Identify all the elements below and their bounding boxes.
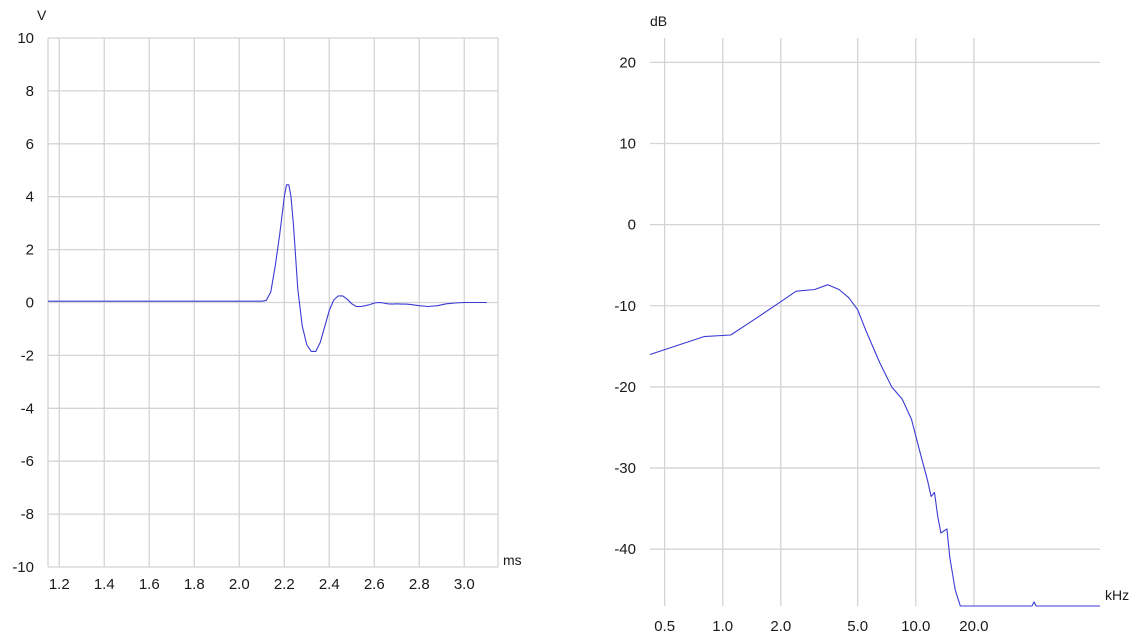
time-y-tick-label: 4 xyxy=(26,189,34,206)
time-x-tick-label: 2.2 xyxy=(274,576,295,593)
time-domain-chart: 10 8 6 4 2 0 -2 -4 -6 -8 -10 1.2 1.4 1.6 1.8 2.0 2.2 2.4… xyxy=(12,7,521,593)
time-x-tick-label: 1.8 xyxy=(184,576,205,593)
time-x-tick-label: 2.4 xyxy=(319,576,340,593)
time-y-tick-label: -10 xyxy=(12,559,34,576)
time-x-tick-label: 1.4 xyxy=(94,576,115,593)
time-x-tick-label: 1.2 xyxy=(49,576,70,593)
time-y-tick-label: 0 xyxy=(26,295,34,312)
freq-y-tick-label: -40 xyxy=(614,541,636,558)
time-y-tick-label: -2 xyxy=(21,347,34,364)
freq-y-tick-label: -30 xyxy=(614,460,636,477)
time-y-tick-labels: 10 8 6 4 2 0 -2 -4 -6 -8 -10 xyxy=(12,30,34,576)
time-signal-line xyxy=(48,184,487,352)
time-x-tick-label: 1.6 xyxy=(139,576,160,593)
time-x-tick-label: 2.6 xyxy=(364,576,385,593)
freq-x-tick-label: 0.5 xyxy=(654,618,675,635)
frequency-x-tick-labels: 0.5 1.0 2.0 5.0 10.0 20.0 xyxy=(654,618,988,635)
freq-y-tick-label: 10 xyxy=(619,135,636,152)
time-y-tick-label: 10 xyxy=(17,30,34,47)
freq-x-tick-label: 2.0 xyxy=(770,618,791,635)
time-x-tick-label: 2.8 xyxy=(409,576,430,593)
time-y-tick-label: -6 xyxy=(21,453,34,470)
time-y-tick-label: -8 xyxy=(21,506,34,523)
freq-y-tick-label: 0 xyxy=(628,217,636,234)
frequency-y-tick-labels: 20 10 0 -10 -20 -30 -40 xyxy=(614,54,636,558)
time-y-axis-unit: V xyxy=(37,7,47,23)
time-y-tick-label: 6 xyxy=(26,136,34,153)
time-y-tick-label: 2 xyxy=(26,242,34,259)
time-x-tick-label: 3.0 xyxy=(454,576,475,593)
time-y-tick-label: 8 xyxy=(26,83,34,100)
frequency-y-axis-unit: dB xyxy=(650,13,667,29)
freq-x-tick-label: 10.0 xyxy=(901,618,930,635)
freq-x-tick-label: 20.0 xyxy=(959,618,988,635)
time-y-tick-label: -4 xyxy=(21,400,34,417)
frequency-response-chart: 20 10 0 -10 -20 -30 -40 0.5 1.0 2.0 5.0 10.0 20.0 d… xyxy=(614,13,1129,635)
freq-y-tick-label: -20 xyxy=(614,379,636,396)
frequency-response-line xyxy=(649,284,1100,607)
time-grid xyxy=(47,37,499,568)
frequency-grid xyxy=(650,38,1100,606)
time-x-axis-unit: ms xyxy=(503,552,522,568)
time-x-tick-label: 2.0 xyxy=(229,576,250,593)
freq-x-tick-label: 1.0 xyxy=(712,618,733,635)
frequency-x-axis-unit: kHz xyxy=(1105,587,1129,603)
freq-x-tick-label: 5.0 xyxy=(847,618,868,635)
time-x-tick-labels: 1.2 1.4 1.6 1.8 2.0 2.2 2.4 2.6 2.8 3.0 xyxy=(49,576,475,593)
freq-y-tick-label: -10 xyxy=(614,298,636,315)
freq-y-tick-label: 20 xyxy=(619,54,636,71)
